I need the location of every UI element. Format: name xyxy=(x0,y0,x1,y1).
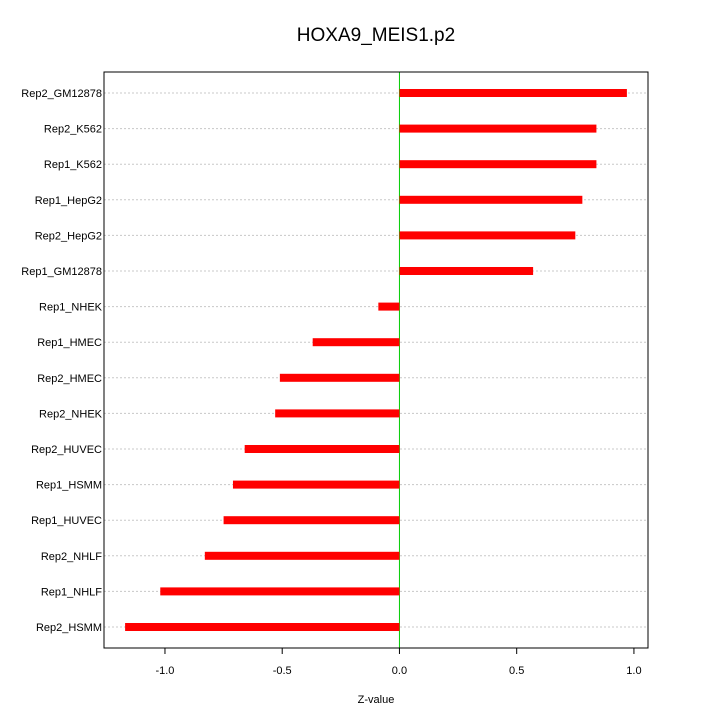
bar xyxy=(399,160,597,169)
x-axis-label: Z-value xyxy=(358,694,395,706)
bar xyxy=(399,267,534,275)
category-label: Rep1_HMEC xyxy=(37,337,102,349)
category-label: Rep2_HSMM xyxy=(36,622,102,634)
bar xyxy=(223,516,400,525)
bar xyxy=(275,409,400,418)
bar xyxy=(160,587,400,596)
x-tick-label: -1.0 xyxy=(155,665,174,677)
category-label: Rep2_HUVEC xyxy=(31,444,102,456)
category-label: Rep1_K562 xyxy=(44,159,102,171)
category-label: Rep1_HUVEC xyxy=(31,515,102,527)
bar xyxy=(312,338,400,347)
grid-lines xyxy=(104,92,648,628)
x-tick-label: 0.5 xyxy=(509,665,524,677)
bars-group xyxy=(125,89,627,631)
category-labels: Rep2_GM12878 Rep2_K562 Rep1_K562 Rep1_HepG2… xyxy=(21,88,102,634)
category-label: Rep1_NHEK xyxy=(39,302,103,314)
bar xyxy=(399,124,597,133)
x-tick-label: -0.5 xyxy=(273,665,292,677)
plot-frame xyxy=(103,71,649,649)
category-label: Rep2_NHEK xyxy=(39,408,103,420)
bar xyxy=(204,551,400,560)
bar xyxy=(232,480,400,489)
bar xyxy=(125,623,400,631)
bar xyxy=(244,445,400,453)
category-label: Rep1_HepG2 xyxy=(35,195,102,207)
x-tick-label: 1.0 xyxy=(626,665,641,677)
category-label: Rep2_HMEC xyxy=(37,373,102,385)
category-label: Rep1_NHLF xyxy=(41,586,102,598)
bar xyxy=(399,231,576,240)
bar xyxy=(279,373,400,382)
chart-title: HOXA9_MEIS1.p2 xyxy=(297,25,455,46)
category-label: Rep2_HepG2 xyxy=(35,230,102,242)
bar xyxy=(378,302,400,311)
bar xyxy=(399,195,583,204)
category-label: Rep2_NHLF xyxy=(41,551,102,563)
x-tick-label: 0.0 xyxy=(392,665,407,677)
category-label: Rep2_GM12878 xyxy=(21,88,102,100)
category-label: Rep1_GM12878 xyxy=(21,266,102,278)
bar xyxy=(399,89,627,97)
category-label: Rep2_K562 xyxy=(44,124,102,136)
category-label: Rep1_HSMM xyxy=(36,480,102,492)
x-axis: -1.0 -0.5 0.0 0.5 1.0 xyxy=(155,647,642,677)
